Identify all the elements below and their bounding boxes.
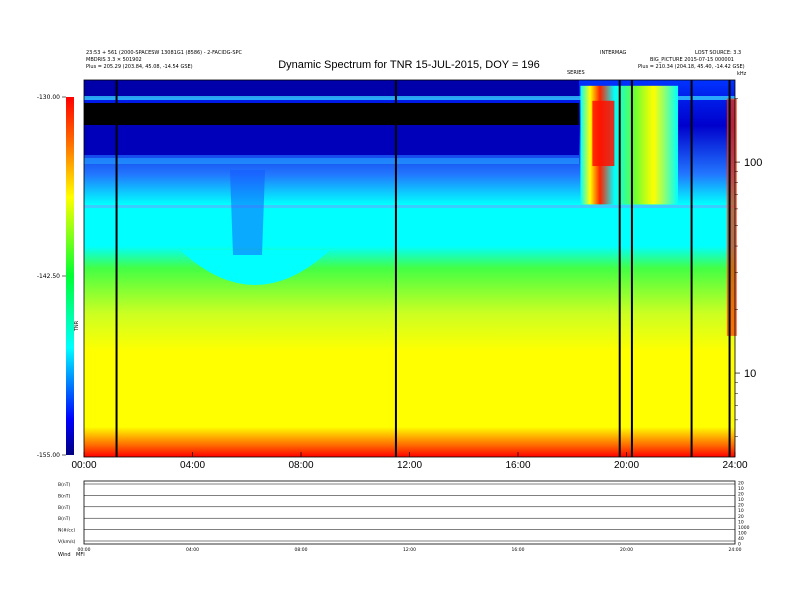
x-tick-label: 12:00 [397, 460, 422, 471]
y-tick-label: 100 [744, 157, 762, 169]
footer-sub: MFI [76, 552, 85, 558]
panel-right-tick: 10 [738, 486, 744, 492]
data-gaps [115, 80, 731, 457]
data-gap [115, 80, 118, 457]
header-corner-label: kHz [737, 71, 747, 77]
panel-x-tick-label: 04:00 [186, 547, 199, 553]
y-tick-label: 10 [744, 368, 756, 380]
header-right-line1: LOST SOURCE: 3.3 [695, 50, 741, 56]
header-left-line1: 23:53 + 561 (2000-SPACESW 13081G1 (8586)… [86, 50, 243, 56]
footer-left: Wind [58, 552, 71, 558]
panel-right-tick: 20 [738, 481, 744, 487]
colorbar-tick-label: -142.50 [37, 273, 60, 280]
panel-label: B(nT) [58, 493, 70, 499]
panel-right-tick: 10 [738, 519, 744, 525]
panel-right-tick: 1000 [738, 525, 750, 531]
burst-edge [726, 98, 737, 336]
header-left-line2: MBDRIS 3.3 ✕ 501902 [86, 57, 142, 63]
data-gap [690, 80, 693, 457]
header-mid-label1: INTERMAG [600, 50, 627, 56]
x-tick-label: 20:00 [614, 460, 639, 471]
panel-right-tick: 10 [738, 508, 744, 514]
y-axis-ticks: 100 10 [735, 98, 762, 437]
chart-title: Dynamic Spectrum for TNR 15-JUL-2015, DO… [278, 59, 540, 71]
colorbar-tick-label: -130.00 [37, 94, 60, 101]
panel-label: B(nT) [58, 516, 70, 522]
data-gap [394, 80, 397, 457]
panel-label: V(km/s) [58, 539, 76, 545]
colorbar [66, 97, 74, 455]
header-right-line2: BIG_PICTURE 2015-07-15 000001 [650, 57, 734, 63]
header-mid-label2: SERIES [567, 70, 585, 76]
spectrogram [83, 79, 737, 458]
panel-x-tick-label: 20:00 [620, 547, 633, 553]
data-gap [618, 80, 621, 457]
x-axis-ticks: 00:00 04:00 08:00 12:00 16:00 20:00 24:00 [71, 452, 748, 471]
panel-right-tick: 20 [738, 514, 744, 520]
panel-right-tick: 40 [738, 536, 744, 542]
panel-x-tick-label: 16:00 [512, 547, 525, 553]
panel-x-tick-label: 12:00 [403, 547, 416, 553]
panel-right-tick: 100 [738, 530, 747, 536]
panel-label: B(nT) [58, 482, 70, 488]
panel-right-tick: 0 [738, 542, 741, 548]
colorbar-ticks: -130.00 -142.50 -155.00 [37, 94, 66, 459]
x-tick-label: 04:00 [180, 460, 205, 471]
x-tick-label: 00:00 [71, 460, 96, 471]
burst-region [580, 85, 737, 336]
x-tick-label: 24:00 [722, 460, 747, 471]
data-gap [630, 80, 633, 457]
colorbar-tick-label: -155.00 [37, 452, 60, 459]
panel-x-tick-label: 00:00 [78, 547, 91, 553]
header-right-line3: Plus = 210.34 (204.18, 45.40, -14.42 GSE… [638, 64, 745, 70]
burst-core [592, 100, 615, 167]
panel-right-tick: 10 [738, 497, 744, 503]
bottom-panels: B(nT)B(nT)B(nT)B(nT)N(#/cc)V(km/s) 20102… [58, 481, 750, 559]
panel-label: N(#/cc) [58, 528, 75, 534]
panel-right-tick: 20 [738, 503, 744, 509]
panel-x-tick-label: 08:00 [295, 547, 308, 553]
colorbar-label: TNR [74, 320, 80, 332]
header-left-line3: Plus = 205.29 (203.84, 45.08, -14.54 GSE… [86, 64, 193, 70]
panel-right-tick: 20 [738, 492, 744, 498]
panel-x-tick-label: 24:00 [729, 547, 742, 553]
panel-label: B(nT) [58, 505, 70, 511]
x-tick-label: 16:00 [505, 460, 530, 471]
data-gap [728, 80, 731, 457]
x-tick-label: 08:00 [288, 460, 313, 471]
